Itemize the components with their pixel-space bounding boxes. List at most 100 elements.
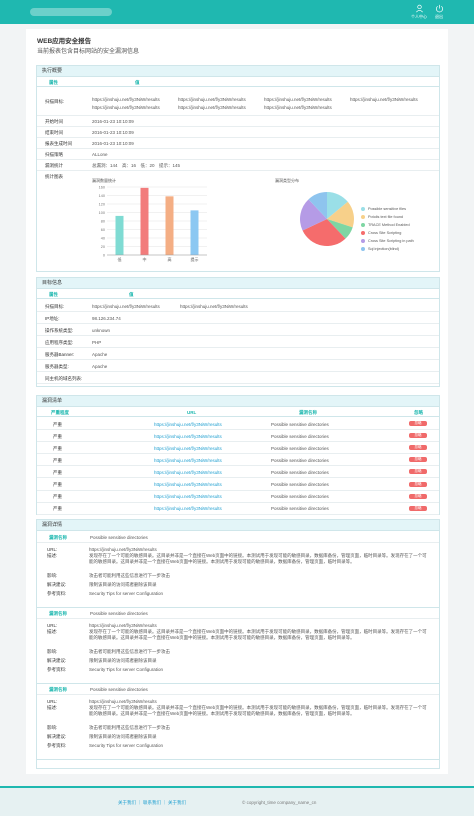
scan-target-link[interactable]: https://jinshuju.net/f/y3NiW/results (92, 97, 160, 102)
vuln-level: 严重 (53, 433, 62, 439)
scan-target-link[interactable]: https://jinshuju.net/f/y3NiW/results (92, 105, 160, 110)
gen-label: 报表生成时间 (45, 141, 72, 146)
ignore-button[interactable]: 忽略 (409, 505, 427, 511)
bar-y-tick: 120 (99, 202, 105, 206)
detail-name-row: 漏洞名称 Possible sensitive directories (37, 532, 439, 543)
target-row: 应用程序类型: PHP (37, 336, 439, 348)
vuln-level: 严重 (53, 469, 62, 475)
ignore-button[interactable]: 忽略 (409, 433, 427, 439)
detail-ref-link[interactable]: Security Tips for server Configuration (89, 743, 164, 748)
vuln-url-link[interactable]: https://jinshuju.net/f/y3NiW/results (154, 457, 222, 463)
detail-ref-link[interactable]: Security Tips for server Configuration (89, 667, 164, 672)
vuln-url-link[interactable]: https://jinshuju.net/f/y3NiW/results (154, 506, 222, 512)
pie-legend-item: Cross Site Scripting (361, 231, 401, 235)
detail-url-link[interactable]: https://jinshuju.net/f/y3NiW/results (89, 699, 157, 704)
detail-fix-label: 解决建议: (47, 582, 67, 587)
vuln-name: Possible sensitive directories (271, 421, 329, 427)
scan-target-link[interactable]: https://jinshuju.net/f/y3NiW/results (350, 97, 418, 102)
summary-panel: 执行概要 属性 值 扫描目标: https://jinshuju.net/f/y… (36, 65, 440, 272)
vuln-url-link[interactable]: https://jinshuju.net/f/y3NiW/results (154, 469, 222, 475)
detail-url-label: URL: (47, 623, 58, 628)
details-panel: 漏洞详情 漏洞名称 Possible sensitive directories U… (36, 519, 440, 769)
detail-url-link[interactable]: https://jinshuju.net/f/y3NiW/results (89, 547, 157, 552)
scan-target-link[interactable]: https://jinshuju.net/f/y3NiW/results (178, 105, 246, 110)
vuln-name: Possible sensitive directories (271, 433, 329, 439)
detail-impact-label: 影响: (47, 573, 58, 578)
ignore-button[interactable]: 忽略 (409, 421, 427, 426)
vuln-row: 严重 https://jinshuju.net/f/y3NiW/results Po… (37, 454, 439, 467)
vuln-row: 严重 https://jinshuju.net/f/y3NiW/results Po… (37, 430, 439, 443)
ignore-button[interactable]: 忽略 (409, 493, 427, 499)
start-value: 2016-01-23 10:10:09 (92, 119, 134, 124)
detail-impact: 攻击者可能利用这些信息进行下一步攻击 (89, 649, 170, 654)
ignore-button[interactable]: 忽略 (409, 457, 427, 463)
bar-y-tick: 140 (99, 194, 105, 198)
vuln-level: 严重 (53, 421, 62, 427)
pie-slice-1 (327, 201, 354, 228)
chart-row: 统计图表 漏洞数量统计 0 20 40 60 80 100 120 140 160 低 中 高 提示 漏… (37, 171, 439, 271)
scan-target-link[interactable]: https://jinshuju.net/f/y3NiW/results (178, 97, 246, 102)
target-col-head: 属性 值 (37, 289, 439, 299)
target-row: IP地址: 98.126.234.74 (37, 312, 439, 324)
ignore-button[interactable]: 忽略 (409, 469, 427, 475)
chart-label: 统计图表 (45, 174, 63, 179)
detail-name-label: 漏洞名称 (49, 535, 67, 540)
legend-swatch (361, 239, 365, 243)
pie-slice-0 (327, 192, 348, 219)
detail-name-row: 漏洞名称 Possible sensitive directories (37, 608, 439, 619)
report-page: WEB应用安全报告 当前报表包含目标网站的安全漏洞信息 执行概要 属性 值 扫描… (26, 29, 448, 774)
summary-col-head: 属性 值 (37, 77, 439, 87)
pie-chart (300, 192, 354, 246)
target-row: 同主机的域名列表: (37, 372, 439, 384)
vuln-url-link[interactable]: https://jinshuju.net/f/y3NiW/results (154, 433, 222, 439)
user-center-button[interactable]: 个人中心 (408, 4, 430, 20)
footer-links[interactable]: 关于我们 ｜ 联系我们 ｜ 关于我们 (118, 800, 186, 805)
policy-value: ALLone (92, 152, 108, 157)
footer: 关于我们 ｜ 联系我们 ｜ 关于我们 © copyright_time comp… (0, 786, 474, 816)
ignore-button[interactable]: 忽略 (409, 481, 427, 487)
ignore-button[interactable]: 忽略 (409, 445, 427, 451)
col-value: 值 (129, 292, 134, 297)
scan-target-link[interactable]: https://jinshuju.net/f/y3NiW/results (264, 105, 332, 110)
legend-swatch (361, 223, 365, 227)
logout-button[interactable]: 退出 (428, 4, 450, 20)
bar-x-label: 提示 (191, 256, 199, 262)
site-name-blurred (30, 8, 112, 16)
end-label: 结束时间 (45, 130, 63, 135)
detail-url-label: URL: (47, 547, 58, 552)
policy-row: 扫描策略 ALLone (37, 149, 439, 160)
bar-y-tick: 100 (99, 211, 105, 215)
detail-ref-label: 参考资料: (47, 743, 67, 748)
target-row-value[interactable]: https://jinshuju.net/f/y3NiW/results (92, 303, 160, 309)
target-row-value: PHP (92, 339, 102, 345)
detail-desc: 发现存在了一个可能的敏感目录。这目录并非是一个直接在Web页面中的链接。本测试用… (89, 553, 427, 564)
vuln-url-link[interactable]: https://jinshuju.net/f/y3NiW/results (154, 421, 222, 427)
detail-ref-link[interactable]: Security Tips for server Configuration (89, 591, 164, 596)
target-row-label: 扫描目标: (45, 303, 65, 309)
scan-target-label: 扫描目标: (45, 99, 65, 104)
vuln-url-link[interactable]: https://jinshuju.net/f/y3NiW/results (154, 482, 222, 487)
detail-name-label: 漏洞名称 (49, 687, 67, 692)
legend-swatch (361, 207, 365, 211)
detail-impact: 攻击者可能利用这些信息进行下一步攻击 (89, 573, 170, 578)
target-row-label: 服务器Banner: (45, 351, 75, 357)
legend-swatch (361, 215, 365, 219)
policy-label: 扫描策略 (45, 152, 63, 157)
vuln-list-panel: 漏洞清单 严重程度 URL 漏洞名称 忽略 严重 https://jinshuju… (36, 395, 440, 515)
detail-block: 漏洞名称 Possible sensitive directories URL: ht… (37, 608, 439, 684)
scan-target-link[interactable]: https://jinshuju.net/f/y3NiW/results (264, 97, 332, 102)
detail-ref-label: 参考资料: (47, 591, 67, 596)
pie-legend-item: Cross Site Scripting in path (361, 239, 414, 243)
vuln-list-heading: 漏洞清单 (37, 396, 439, 407)
vuln-row: 严重 https://jinshuju.net/f/y3NiW/results Po… (37, 466, 439, 479)
detail-impact: 攻击者可能利用这些信息进行下一步攻击 (89, 725, 170, 730)
detail-url-link[interactable]: https://jinshuju.net/f/y3NiW/results (89, 623, 157, 628)
detail-fix: 限制该目录的访问或者删除该目录 (89, 658, 157, 663)
vuln-url-link[interactable]: https://jinshuju.net/f/y3NiW/results (154, 445, 222, 451)
target-row-value: unknown (92, 327, 111, 333)
detail-block: 漏洞名称 Possible sensitive directories URL: ht… (37, 532, 439, 608)
detail-fix-label: 解决建议: (47, 734, 67, 739)
gen-row: 报表生成时间 2016-01-23 10:10:09 (37, 138, 439, 149)
vuln-url-link[interactable]: https://jinshuju.net/f/y3NiW/results (154, 494, 222, 500)
target-row-value[interactable]: https://jinshuju.net/f/y3NiW/results (180, 303, 248, 309)
